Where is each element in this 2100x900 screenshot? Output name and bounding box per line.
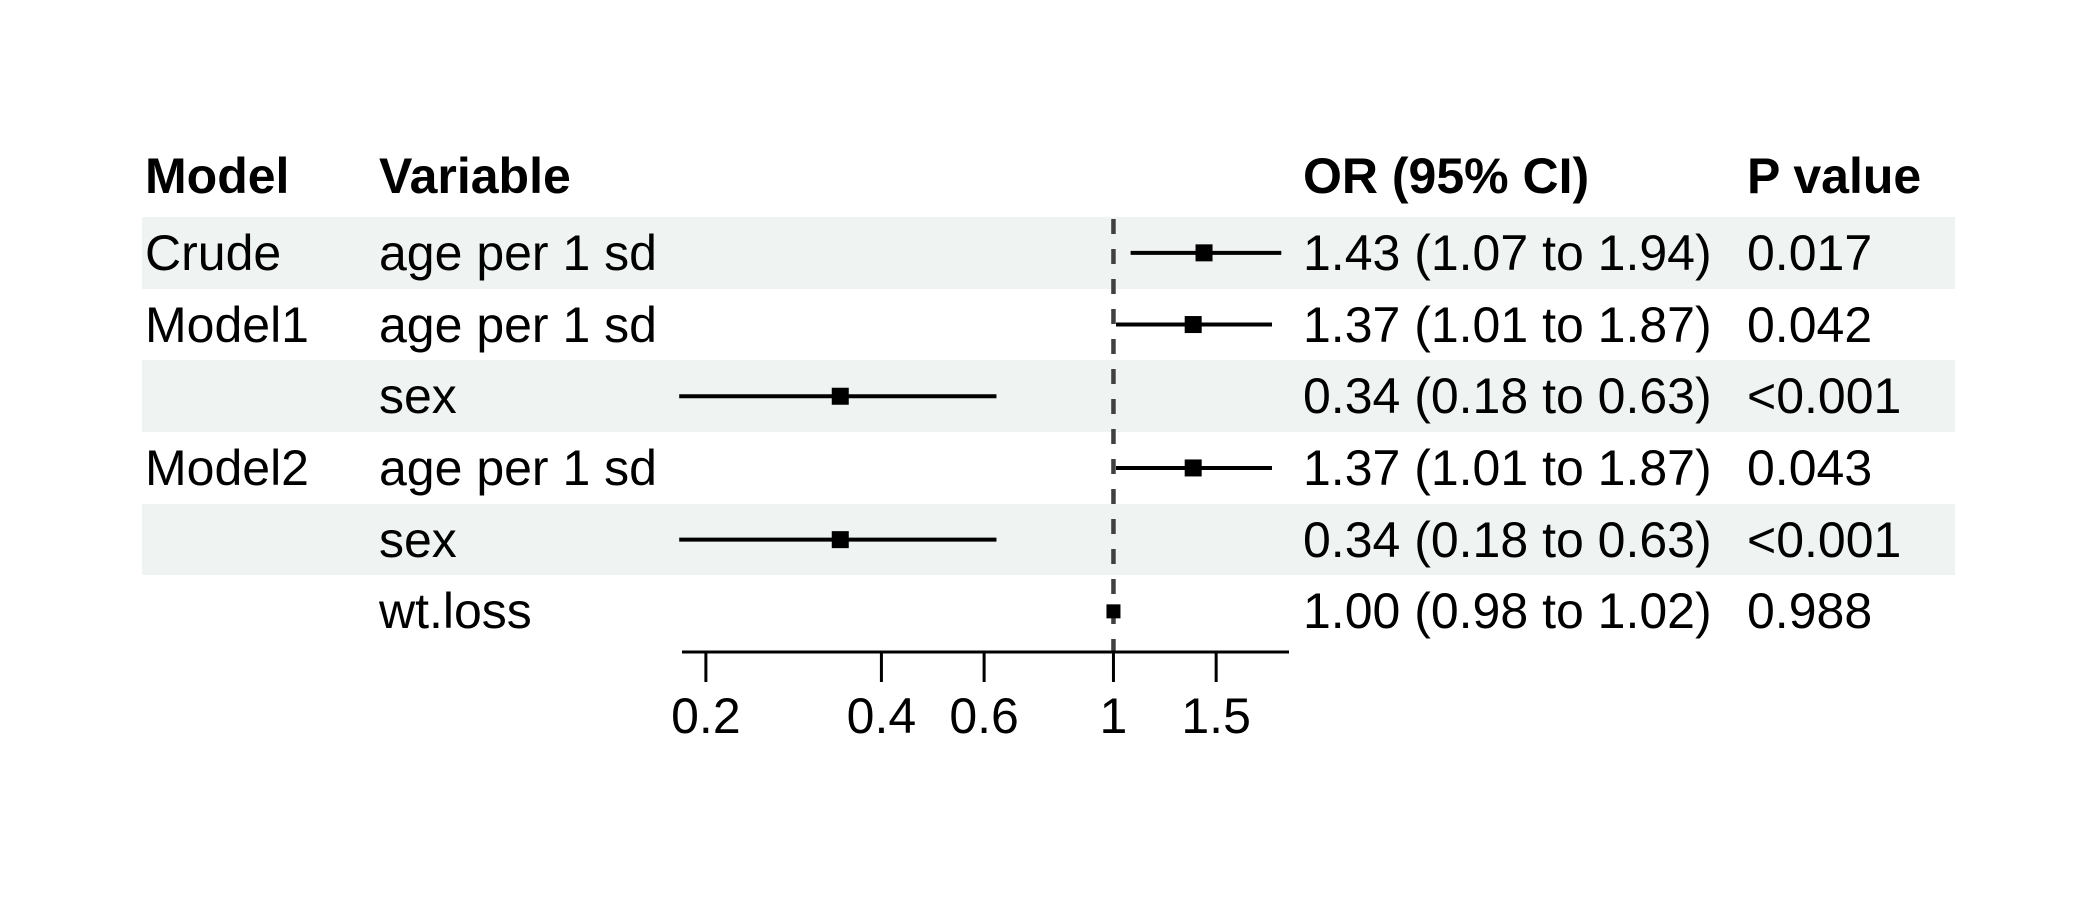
- x-axis-tick-label: 1: [1100, 688, 1128, 744]
- or-ci-cell: 1.37 (1.01 to 1.87): [1303, 296, 1712, 353]
- x-axis-tick-label: 0.6: [949, 688, 1019, 744]
- column-header-model: Model: [145, 148, 290, 204]
- row-stripe: [142, 360, 1955, 433]
- or-marker: [1184, 459, 1202, 477]
- column-header-or-ci: OR (95% CI): [1303, 148, 1590, 204]
- or-ci-cell: 0.34 (0.18 to 0.63): [1303, 511, 1712, 568]
- or-marker: [1184, 316, 1202, 334]
- p-value-cell: 0.017: [1747, 224, 1873, 281]
- x-axis-tick-label: 0.2: [671, 688, 741, 744]
- p-value-cell: 0.042: [1747, 296, 1873, 353]
- model-cell: Model2: [145, 439, 309, 496]
- model-cell: Crude: [145, 224, 282, 281]
- variable-cell: age per 1 sd: [379, 296, 657, 353]
- p-value-cell: 0.043: [1747, 439, 1873, 496]
- variable-cell: age per 1 sd: [379, 439, 657, 496]
- variable-cell: age per 1 sd: [379, 224, 657, 281]
- or-ci-cell: 1.00 (0.98 to 1.02): [1303, 583, 1712, 640]
- row-stripe: [142, 503, 1955, 576]
- or-ci-cell: 0.34 (0.18 to 0.63): [1303, 368, 1712, 425]
- x-axis-tick-label: 1.5: [1181, 688, 1251, 744]
- p-value-cell: 0.988: [1747, 583, 1873, 640]
- x-axis-tick-label: 0.4: [847, 688, 917, 744]
- variable-cell: wt.loss: [379, 583, 532, 640]
- column-header-variable: Variable: [379, 148, 571, 204]
- row-stripe: [142, 217, 1955, 289]
- or-ci-cell: 1.43 (1.07 to 1.94): [1303, 224, 1712, 281]
- p-value-cell: <0.001: [1747, 368, 1902, 425]
- model-cell: Model1: [145, 296, 309, 353]
- column-header-p-value: P value: [1747, 148, 1922, 204]
- or-marker: [1106, 604, 1121, 619]
- or-ci-cell: 1.37 (1.01 to 1.87): [1303, 439, 1712, 496]
- variable-cell: sex: [379, 368, 457, 425]
- p-value-cell: <0.001: [1747, 511, 1902, 568]
- variable-cell: sex: [379, 511, 457, 568]
